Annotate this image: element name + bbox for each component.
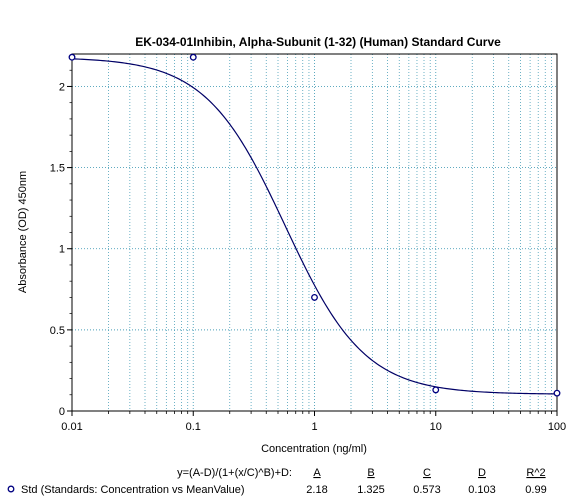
legend-marker — [7, 485, 15, 493]
data-point — [432, 386, 440, 394]
fit-header-r2: R^2 — [526, 467, 545, 479]
y-tick-label: 0.5 — [50, 325, 65, 337]
axis-ticks: 0.01 0.1 1 10 100 0 0.5 1 1.5 2 — [50, 69, 566, 433]
y-tick-label: 1 — [59, 244, 65, 256]
x-axis-label: Concentration (ng/ml) — [261, 443, 367, 455]
fit-value-a: 2.18 — [306, 484, 327, 496]
fit-parameter-table: y=(A-D)/(1+(x/C)^B)+D: A B C D R^2 Std (… — [7, 467, 547, 496]
y-tick-label: 0 — [59, 406, 65, 418]
data-point — [311, 293, 318, 301]
fit-header-a: A — [313, 467, 321, 479]
chart-title: EK-034-01Inhibin, Alpha-Subunit (1-32) (… — [135, 35, 501, 49]
fit-value-b: 1.325 — [357, 484, 385, 496]
x-tick-label: 1 — [311, 421, 317, 433]
data-point — [553, 389, 561, 397]
data-point — [68, 53, 76, 61]
grid-lines — [72, 54, 557, 411]
fit-header-b: B — [367, 467, 374, 479]
fit-equation: y=(A-D)/(1+(x/C)^B)+D: — [177, 467, 292, 479]
x-tick-label: 0.1 — [186, 421, 201, 433]
fit-value-c: 0.573 — [413, 484, 441, 496]
x-tick-label: 100 — [548, 421, 566, 433]
fit-value-d: 0.103 — [468, 484, 496, 496]
data-points — [68, 53, 561, 397]
x-tick-label: 10 — [430, 421, 442, 433]
y-tick-label: 2 — [59, 81, 65, 93]
fit-value-r2: 0.99 — [525, 484, 546, 496]
fit-header-c: C — [423, 467, 431, 479]
legend-series-label: Std (Standards: Concentration vs MeanVal… — [21, 484, 245, 496]
y-axis-label: Absorbance (OD) 450nm — [17, 171, 29, 293]
fit-curve — [71, 58, 558, 395]
x-tick-label: 0.01 — [61, 421, 82, 433]
fit-header-d: D — [478, 467, 486, 479]
y-tick-label: 1.5 — [50, 163, 65, 175]
data-point — [189, 53, 197, 61]
